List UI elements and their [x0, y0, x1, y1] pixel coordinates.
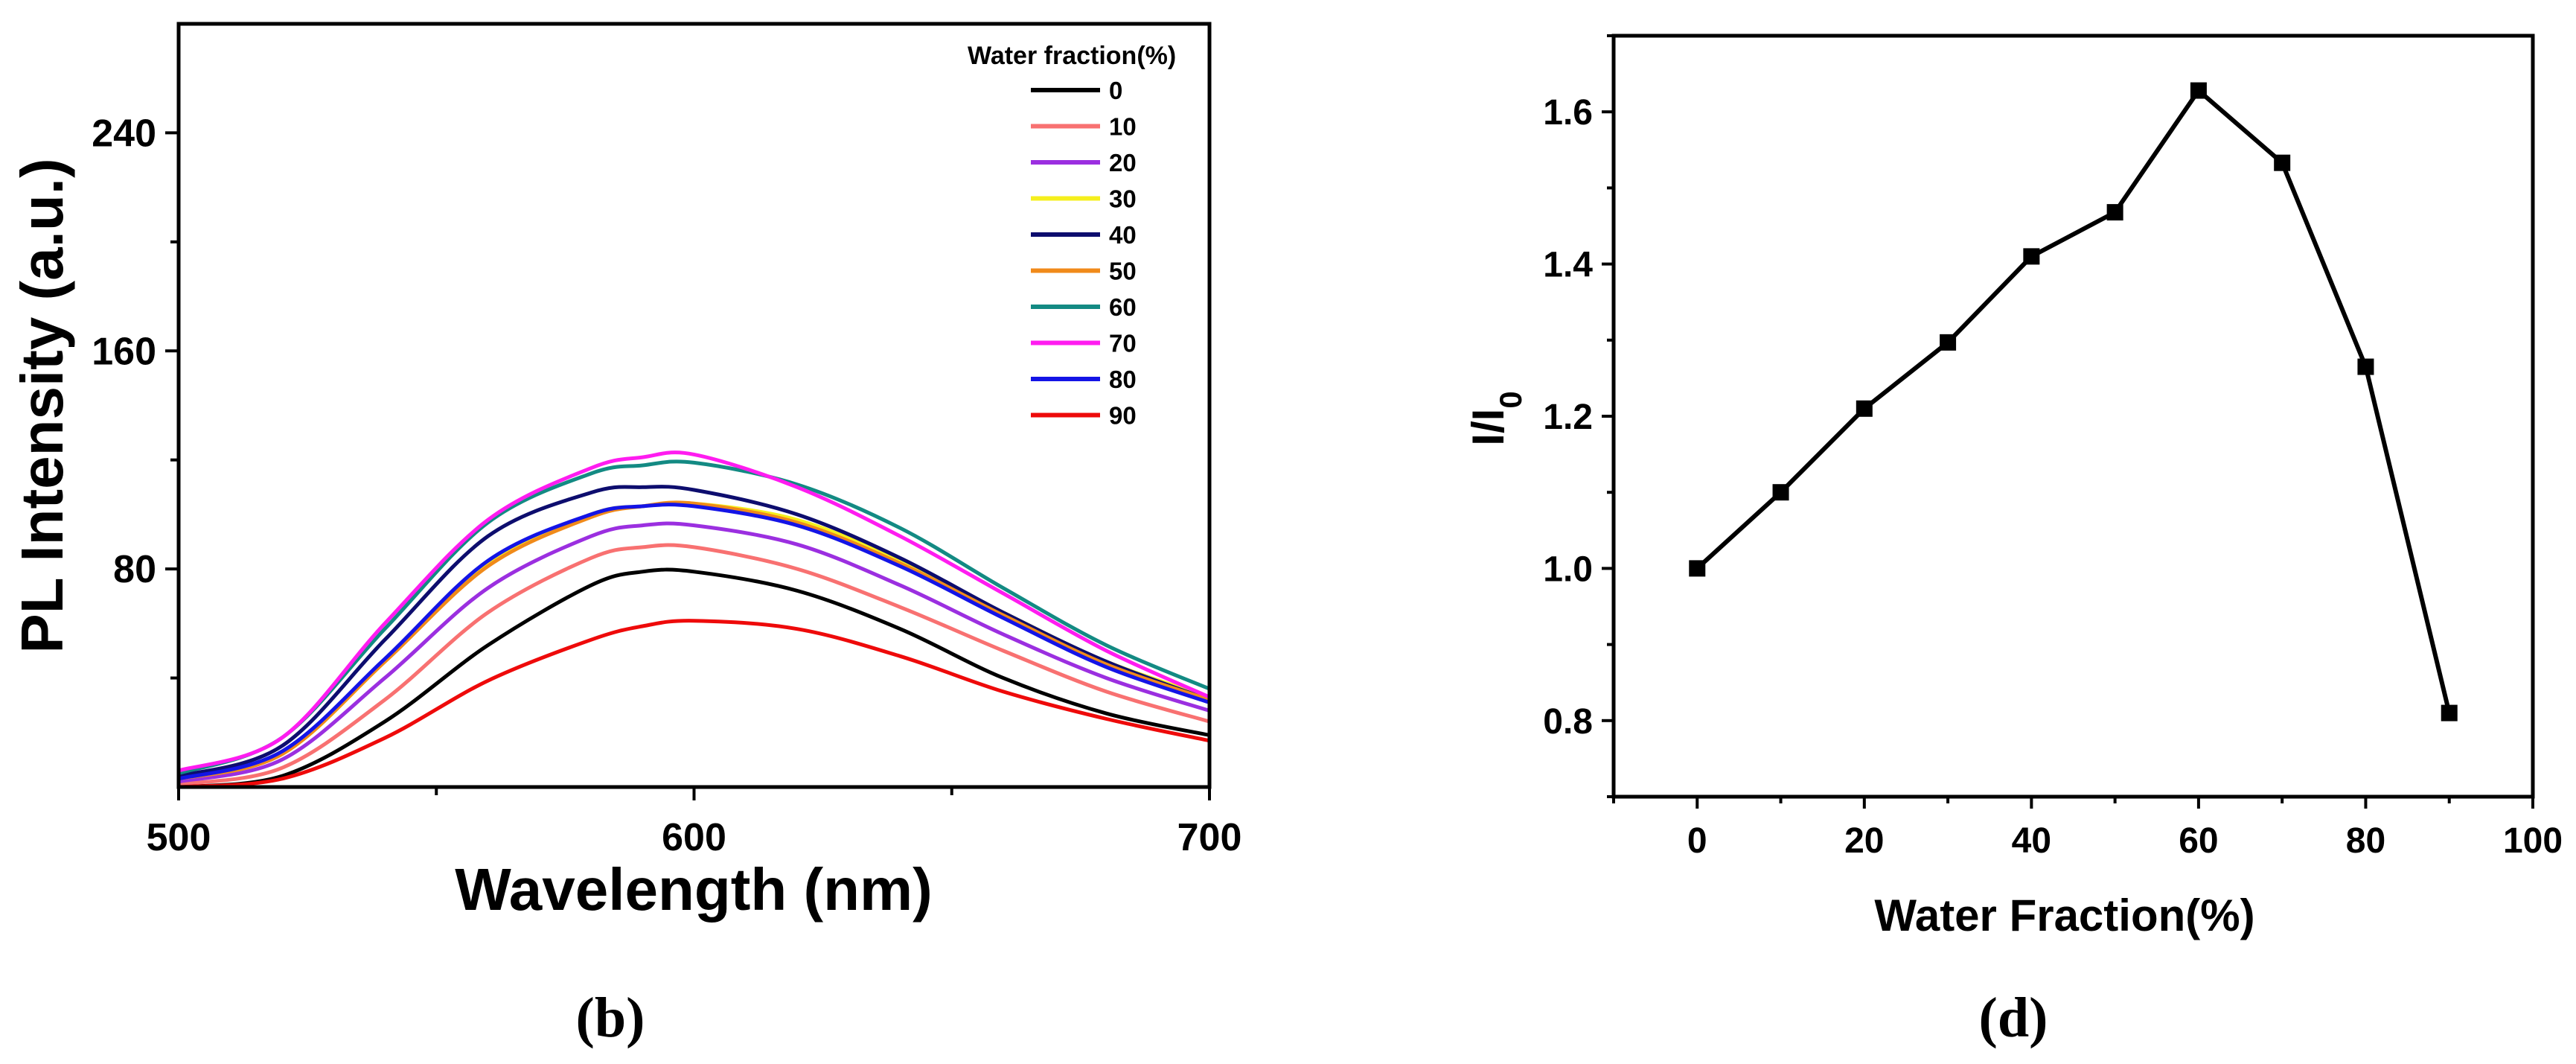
x-tick-label: 80 [2346, 821, 2385, 861]
x-tick-label: 600 [662, 816, 726, 859]
x-axis-title-b: Wavelength (nm) [455, 856, 932, 923]
x-axis-ticks-b: 500 600 700 [147, 787, 1242, 859]
x-tick-label: 0 [1687, 821, 1707, 861]
data-point-marker [1772, 484, 1789, 501]
legend-label-20: 20 [1109, 149, 1137, 176]
y-tick-label: 240 [92, 112, 156, 155]
legend-label-30: 30 [1109, 185, 1137, 213]
x-tick-label: 700 [1177, 816, 1242, 859]
data-point-marker [2023, 248, 2040, 265]
legend-label-80: 80 [1109, 366, 1137, 393]
spectra-lines [178, 450, 1211, 789]
series-line-0 [178, 567, 1210, 789]
data-point-marker [2190, 82, 2207, 99]
legend-title: Water fraction(%) [968, 42, 1176, 70]
legend-label-10: 10 [1109, 113, 1137, 141]
data-point-marker [2441, 704, 2458, 721]
x-tick-label: 40 [2012, 821, 2051, 861]
x-axis-title-d: Water Fraction(%) [1874, 891, 2254, 940]
legend-label-90: 90 [1109, 402, 1137, 430]
y-axis-title-text: I/I0 [1463, 391, 1528, 445]
series-line-70 [178, 450, 1211, 773]
legend-label-0: 0 [1109, 77, 1122, 104]
series-line-90 [178, 619, 1210, 789]
panel-label-d: (d) [1979, 987, 2048, 1049]
data-point-marker [2106, 204, 2123, 221]
y-tick-label: 0.8 [1543, 702, 1593, 742]
plot-frame-d [1611, 34, 2535, 799]
legend-label-40: 40 [1109, 221, 1137, 249]
y-tick-label: 80 [113, 548, 156, 591]
data-point-marker [1689, 560, 1706, 577]
ratio-series-line [1696, 88, 2452, 714]
y-tick-label: 1.4 [1543, 246, 1593, 285]
series-line-40 [178, 485, 1210, 778]
series-line-20 [178, 521, 1210, 784]
x-tick-label: 60 [2179, 821, 2218, 861]
ratio-line [1689, 82, 2458, 721]
y-tick-label: 1.0 [1543, 549, 1593, 589]
legend-label-60: 60 [1109, 293, 1137, 321]
y-axis-ticks-b: 80 160 240 [92, 112, 179, 680]
y-tick-label: 1.6 [1543, 93, 1593, 133]
data-point-marker [1940, 334, 1957, 351]
y-axis-title-d: I/I0 [1463, 391, 1528, 445]
y-axis-title-b: PL Intensity (a.u.) [9, 158, 75, 653]
panel-label-b: (b) [576, 987, 645, 1049]
data-point-marker [2357, 358, 2374, 375]
x-tick-label: 500 [147, 816, 211, 859]
intensity-ratio-chart: 0 20 40 60 80 100 0.8 1.0 1.2 1.4 1.6 Water Fract… [1463, 34, 2563, 1049]
x-tick-label: 20 [1844, 821, 1884, 861]
legend-b: Water fraction(%) 0 10 20 30 40 50 60 70 80 90 [968, 42, 1176, 430]
y-tick-label: 1.2 [1543, 398, 1593, 437]
data-point-marker [1856, 400, 1873, 417]
series-line-60 [178, 459, 1210, 776]
legend-label-70: 70 [1109, 330, 1137, 357]
series-line-80 [178, 503, 1210, 781]
series-line-10 [178, 543, 1210, 786]
data-point-marker [2274, 154, 2291, 171]
x-tick-label: 100 [2503, 821, 2563, 861]
legend-label-50: 50 [1109, 258, 1137, 285]
y-tick-label: 160 [92, 330, 156, 373]
x-axis-ticks-d: 0 20 40 60 80 100 [1612, 797, 2563, 861]
y-axis-ticks-d: 0.8 1.0 1.2 1.4 1.6 [1543, 34, 1614, 798]
